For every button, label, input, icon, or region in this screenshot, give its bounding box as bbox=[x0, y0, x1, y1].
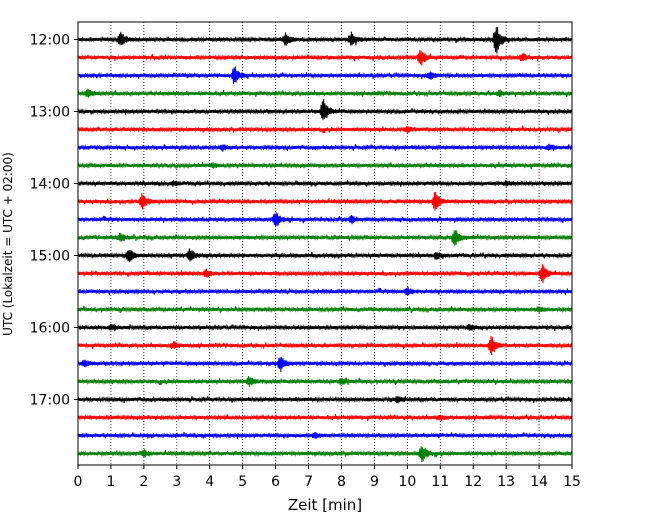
trace-1745 bbox=[77, 446, 573, 463]
x-tick-label: 13 bbox=[497, 474, 515, 490]
trace-1715 bbox=[77, 414, 573, 422]
x-axis: 0 1 2 3 4 5 6 7 8 9 10 11 12 13 14 15 bbox=[74, 465, 581, 490]
trace-1300 bbox=[77, 99, 573, 121]
x-tick-label: 1 bbox=[106, 474, 115, 490]
trace-1530 bbox=[77, 286, 573, 296]
trace-1215 bbox=[77, 50, 573, 66]
y-axis-label: UTC (Lokalzeit = UTC + 02:00) bbox=[1, 152, 15, 336]
trace-1700 bbox=[77, 395, 573, 404]
y-tick-label: 16:00 bbox=[30, 321, 70, 337]
trace-1345 bbox=[77, 161, 573, 170]
x-tick-label: 2 bbox=[139, 474, 148, 490]
x-tick-label: 4 bbox=[205, 474, 214, 490]
x-axis-label: Zeit [min] bbox=[288, 496, 362, 514]
y-tick-label: 15:00 bbox=[30, 249, 70, 265]
x-tick-label: 15 bbox=[563, 474, 581, 490]
vertical-gridlines bbox=[110, 22, 540, 465]
trace-1230 bbox=[77, 66, 573, 84]
trace-1330 bbox=[77, 143, 573, 152]
x-tick-label: 0 bbox=[74, 474, 83, 490]
x-tick-label: 14 bbox=[530, 474, 548, 490]
trace-1730 bbox=[77, 431, 573, 440]
x-tick-label: 11 bbox=[431, 474, 449, 490]
trace-1500 bbox=[77, 248, 573, 263]
y-tick-label: 13:00 bbox=[30, 105, 70, 121]
plot-frame bbox=[77, 21, 573, 466]
trace-1245 bbox=[77, 88, 573, 98]
x-tick-label: 7 bbox=[304, 474, 313, 490]
trace-group bbox=[77, 27, 573, 463]
trace-1400 bbox=[77, 179, 573, 188]
y-axis: 12:00 13:00 14:00 15:00 16:00 17:00 bbox=[30, 33, 78, 409]
trace-1630 bbox=[77, 357, 573, 373]
y-tick-label: 17:00 bbox=[30, 393, 70, 409]
x-tick-label: 12 bbox=[464, 474, 482, 490]
x-tick-label: 3 bbox=[172, 474, 181, 490]
trace-1445 bbox=[77, 230, 573, 246]
trace-1315 bbox=[77, 125, 573, 134]
trace-1600 bbox=[77, 323, 573, 332]
trace-1615 bbox=[77, 335, 573, 355]
y-tick-label: 12:00 bbox=[30, 33, 70, 49]
y-tick-label: 14:00 bbox=[30, 177, 70, 193]
x-tick-label: 9 bbox=[370, 474, 379, 490]
trace-1545 bbox=[77, 305, 573, 314]
x-tick-label: 10 bbox=[398, 474, 416, 490]
x-tick-label: 5 bbox=[238, 474, 247, 490]
trace-1200 bbox=[77, 27, 573, 54]
trace-1415 bbox=[77, 192, 573, 211]
trace-1645 bbox=[77, 376, 573, 387]
x-tick-label: 6 bbox=[271, 474, 280, 490]
trace-1515 bbox=[77, 264, 573, 284]
trace-1430 bbox=[77, 212, 573, 227]
x-tick-label: 8 bbox=[337, 474, 346, 490]
